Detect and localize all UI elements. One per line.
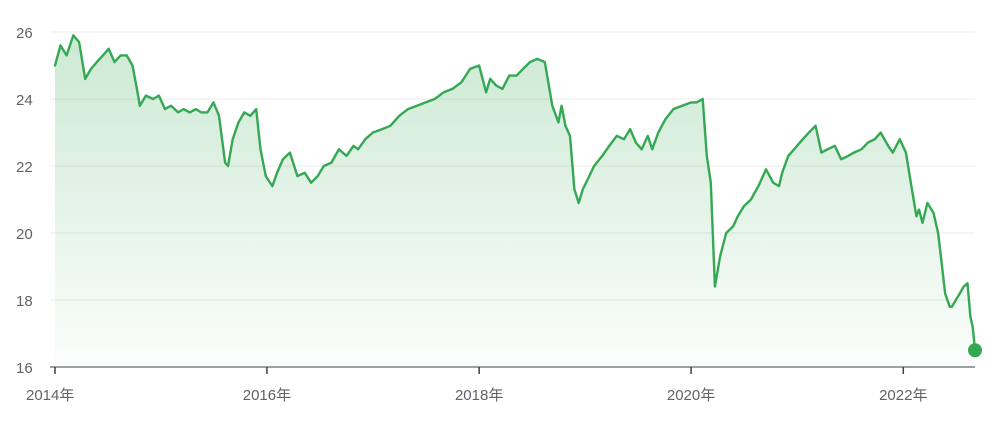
series-line bbox=[53, 34, 977, 352]
x-tick-label: 2014年 bbox=[26, 387, 74, 404]
x-tick-label: 2018年 bbox=[455, 387, 503, 404]
last-point-marker[interactable] bbox=[968, 343, 982, 358]
x-tick-label: 2016年 bbox=[243, 387, 291, 404]
y-axis-labels: 16 18 20 22 24 26 bbox=[16, 25, 33, 377]
y-tick-label: 26 bbox=[16, 25, 33, 42]
y-tick-label: 18 bbox=[16, 293, 33, 310]
y-tick-label: 24 bbox=[16, 92, 33, 109]
y-tick-label: 20 bbox=[16, 226, 33, 243]
y-tick-label: 22 bbox=[16, 159, 33, 176]
x-axis-ticks bbox=[54, 367, 905, 374]
x-tick-label: 2020年 bbox=[667, 387, 715, 404]
x-tick-label: 2022年 bbox=[879, 387, 927, 404]
series-area-fill bbox=[55, 35, 975, 368]
x-axis-labels: 2014年 2016年 2018年 2020年 2022年 bbox=[26, 387, 927, 404]
y-tick-label: 16 bbox=[16, 360, 33, 377]
